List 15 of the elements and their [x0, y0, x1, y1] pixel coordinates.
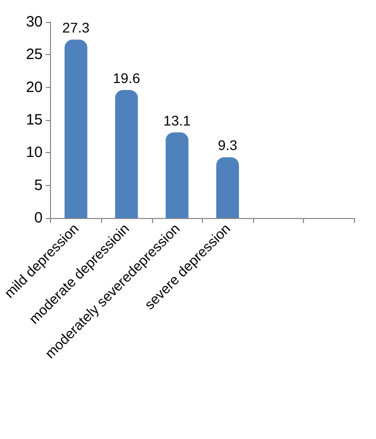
data-label: 9.3 — [218, 137, 238, 154]
data-label: 13.1 — [163, 112, 191, 128]
bar — [64, 40, 88, 218]
bar — [166, 132, 188, 218]
y-tick-label: 20 — [26, 78, 43, 96]
bar — [216, 157, 239, 218]
y-tick-label: 25 — [26, 46, 43, 64]
y-tick-label: 5 — [34, 176, 43, 194]
data-label: 27.3 — [62, 20, 90, 36]
y-tick-label: 0 — [34, 210, 43, 226]
y-tick-label: 15 — [26, 112, 43, 128]
data-label: 19.6 — [112, 70, 140, 86]
y-tick-label: 30 — [26, 14, 43, 30]
y-tick-label: 10 — [26, 144, 43, 162]
bar — [115, 90, 138, 218]
